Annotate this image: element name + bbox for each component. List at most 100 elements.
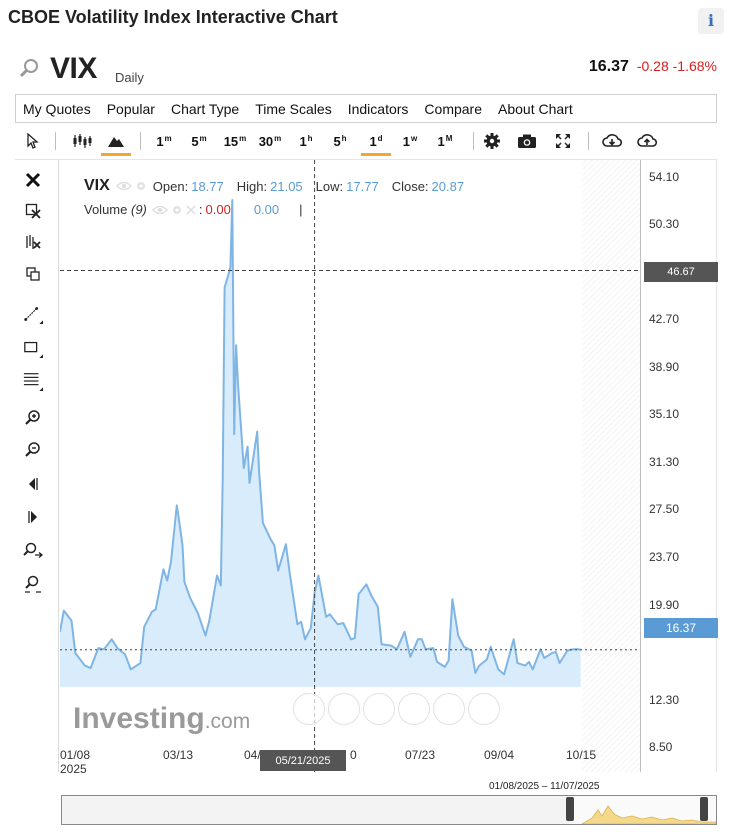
y-tick-label: 19.90 [649, 597, 680, 612]
page-title: CBOE Volatility Index Interactive Chart [8, 7, 338, 27]
x-label-06: 0 [350, 748, 357, 762]
upload-icon[interactable] [636, 124, 658, 158]
timeframe-15m[interactable]: 15 m [223, 133, 247, 149]
series-area-fill [60, 200, 581, 687]
y-tick-label: 31.30 [649, 454, 680, 469]
nav-scroll-right-button[interactable] [468, 693, 500, 725]
gear-icon[interactable] [481, 124, 503, 158]
eye-icon[interactable] [151, 204, 168, 216]
trendline-icon[interactable] [23, 304, 43, 324]
drawing-toolbar [15, 160, 59, 772]
scroll-left-icon[interactable] [23, 474, 43, 494]
high-label: High: [236, 178, 268, 194]
volume-label: Volume (9) [84, 202, 147, 217]
y-tick-label: 12.30 [649, 692, 680, 707]
range-navigator[interactable] [61, 795, 717, 825]
low-label: Low: [315, 178, 344, 194]
price-chart[interactable] [60, 160, 640, 772]
open-label: Open: [152, 178, 189, 194]
x-label-0313: 03/13 [163, 748, 194, 762]
zoom-area-icon[interactable] [23, 574, 43, 594]
chart-menu-bar: My Quotes Popular Chart Type Time Scales… [15, 94, 717, 123]
menu-my-quotes[interactable]: My Quotes [23, 100, 91, 117]
nav-zoom-out-button[interactable] [363, 693, 395, 725]
navigator-right-handle[interactable] [700, 797, 708, 821]
fibonacci-icon[interactable] [23, 371, 43, 391]
camera-icon[interactable] [516, 124, 538, 158]
fullscreen-icon[interactable] [552, 124, 574, 158]
y-tick-label: 8.50 [649, 740, 673, 755]
remove-icon[interactable] [186, 204, 196, 215]
nav-reset-button[interactable] [398, 693, 430, 725]
ohlc-legend: VIX Open: 18.77 High: 21.05 Low: 17.77 C… [84, 177, 477, 195]
close-label: Close: [391, 178, 429, 194]
last-price-tag: 16.37 [644, 618, 718, 638]
candles-icon[interactable] [67, 124, 97, 158]
legend-cursor: | [299, 202, 303, 217]
menu-time-scales[interactable]: Time Scales [255, 100, 332, 117]
crosshair-date-tag: 05/21/2025 [260, 750, 346, 771]
zoom-out-icon[interactable] [23, 440, 43, 460]
copy-icon[interactable] [23, 264, 43, 284]
eye-icon[interactable] [115, 180, 132, 192]
cursor-icon[interactable] [21, 124, 43, 158]
download-icon[interactable] [601, 124, 623, 158]
future-area [582, 160, 640, 772]
last-price: 16.37 [588, 58, 629, 75]
legend-symbol: VIX [84, 177, 110, 194]
volume-value-2: 0.00 [253, 202, 280, 217]
menu-about-chart[interactable]: About Chart [498, 100, 573, 117]
x-label-0723: 07/23 [405, 748, 436, 762]
volume-value-1: 0.00 [205, 202, 231, 217]
series-line [60, 199, 581, 676]
y-tick-label: 23.70 [649, 549, 680, 564]
close-icon[interactable] [23, 170, 43, 190]
navigator-left-handle[interactable] [566, 797, 574, 821]
price-axis[interactable] [640, 160, 717, 772]
crosshair-price-tag: 46.67 [644, 262, 718, 282]
rectangle-icon[interactable] [23, 338, 43, 358]
nav-scroll-left-button[interactable] [293, 693, 325, 725]
x-label-1015: 10/15 [566, 748, 597, 762]
investing-logo: Investing.com [73, 702, 251, 735]
price-change-pct: -1.68% [672, 58, 717, 74]
price-change: -0.28 [636, 58, 669, 74]
scroll-right-icon[interactable] [23, 507, 43, 527]
y-tick-label: 50.30 [649, 217, 680, 232]
symbol-name: VIX [50, 52, 97, 85]
y-tick-label: 27.50 [649, 502, 680, 517]
y-tick-label: 38.90 [649, 359, 680, 374]
menu-popular[interactable]: Popular [106, 100, 155, 117]
info-icon[interactable]: i [698, 8, 724, 34]
gear-icon[interactable] [135, 180, 147, 192]
mountain-icon[interactable] [101, 124, 131, 158]
x-label-0108: 01/08 2025 [60, 748, 91, 776]
y-tick-label: 35.10 [649, 407, 680, 422]
close-value: 20.87 [431, 178, 465, 194]
search-icon[interactable] [18, 58, 40, 78]
high-value: 21.05 [270, 178, 303, 194]
crosshair-tools-icon[interactable] [23, 232, 43, 252]
chart-nav-buttons [293, 693, 503, 725]
menu-indicators[interactable]: Indicators [347, 100, 409, 117]
menu-chart-type[interactable]: Chart Type [170, 100, 240, 117]
delete-drawings-icon[interactable] [23, 201, 43, 221]
gear-icon[interactable] [171, 204, 183, 216]
timeframe-30m[interactable]: 30 m [258, 133, 282, 149]
zoom-reset-icon[interactable] [23, 541, 43, 561]
y-tick-label: 54.10 [649, 169, 680, 184]
volume-legend: Volume (9) : 0.00 0.00 | [84, 202, 303, 217]
nav-zoom-in-button[interactable] [328, 693, 360, 725]
x-label-0904: 09/04 [484, 748, 515, 762]
zoom-in-icon[interactable] [23, 408, 43, 428]
menu-compare[interactable]: Compare [424, 100, 483, 117]
period-label: Daily [115, 70, 144, 85]
nav-zoom-area-button[interactable] [433, 693, 465, 725]
